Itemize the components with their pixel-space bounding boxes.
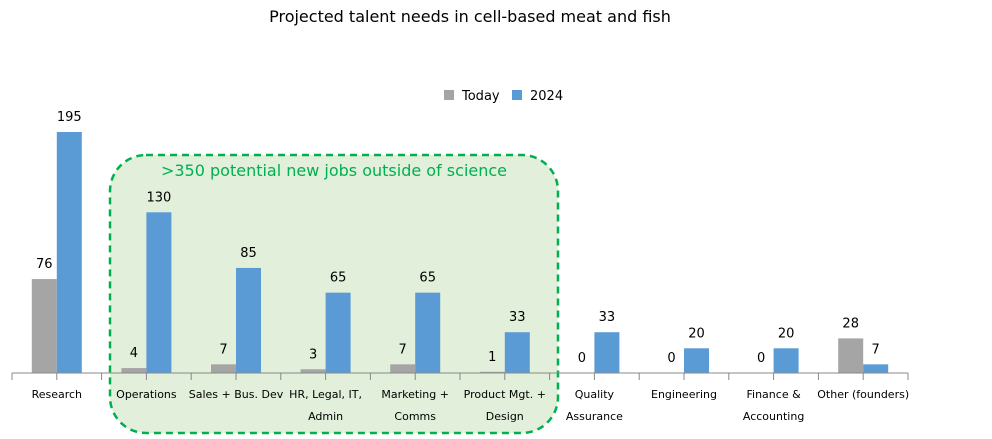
legend: Today 2024	[444, 89, 563, 104]
data-label: 76	[36, 257, 53, 272]
category-label: Marketing +	[381, 388, 449, 401]
category-label: Comms	[394, 410, 436, 423]
bars: 76 195 4 130 7 85 3 65 7 65 1 33 0 33 0 20 0 20 28 7	[31, 110, 889, 373]
legend-swatch	[512, 90, 522, 100]
legend-swatch	[444, 90, 454, 100]
category-label: Design	[486, 410, 524, 423]
data-label: 3	[309, 347, 317, 362]
data-label: 85	[240, 246, 257, 261]
category-label: Research	[32, 388, 82, 401]
bar-2024	[773, 348, 799, 373]
category-label: HR, Legal, IT,	[289, 388, 362, 401]
data-label: 7	[399, 342, 407, 357]
chart-title: Projected talent needs in cell-based mea…	[269, 7, 671, 26]
data-label: 28	[842, 316, 859, 331]
data-label: 20	[778, 326, 795, 341]
bar-today	[211, 364, 236, 373]
category-label: Accounting	[743, 410, 804, 423]
bar-today	[121, 368, 147, 373]
bar-today	[31, 279, 57, 373]
legend-label: 2024	[530, 89, 563, 104]
category-label: Quality	[575, 388, 615, 401]
bar-2024	[415, 292, 441, 373]
bar-today	[838, 338, 864, 373]
bar-today	[390, 364, 416, 373]
data-label: 20	[688, 326, 705, 341]
highlight-annotation: >350 potential new jobs outside of scien…	[161, 161, 507, 180]
data-label: 0	[757, 351, 765, 366]
category-label: Finance &	[747, 388, 802, 401]
category-label: Engineering	[651, 388, 717, 401]
data-label: 0	[578, 351, 586, 366]
data-label: 33	[599, 310, 616, 325]
category-label: Product Mgt. +	[464, 388, 546, 401]
bar-2024	[236, 267, 261, 373]
bar-2024	[56, 131, 82, 373]
category-label: Operations	[116, 388, 177, 401]
legend-label: Today	[461, 89, 500, 104]
data-label: 33	[509, 310, 526, 325]
category-label: Other (founders)	[817, 388, 909, 401]
bar-2024	[504, 332, 530, 373]
bar-2024	[684, 348, 709, 373]
bar-today	[300, 369, 326, 373]
bar-today	[479, 371, 505, 373]
data-label: 195	[57, 110, 82, 125]
category-label: Admin	[308, 410, 343, 423]
data-label: 130	[146, 190, 171, 205]
bar-2024	[594, 332, 620, 373]
bar-2024	[863, 364, 889, 373]
x-axis: Research Operations Sales + Bus. Dev HR, Le…	[11, 372, 909, 423]
bar-2024	[146, 212, 172, 373]
bar-2024	[325, 292, 351, 373]
data-label: 1	[488, 350, 496, 365]
category-label: Sales + Bus. Dev	[189, 388, 284, 401]
data-label: 65	[419, 271, 436, 286]
data-label: 7	[872, 342, 880, 357]
data-label: 4	[130, 346, 138, 361]
data-label: 7	[219, 342, 227, 357]
data-label: 0	[667, 351, 675, 366]
category-label: Assurance	[566, 410, 623, 423]
data-label: 65	[330, 271, 347, 286]
